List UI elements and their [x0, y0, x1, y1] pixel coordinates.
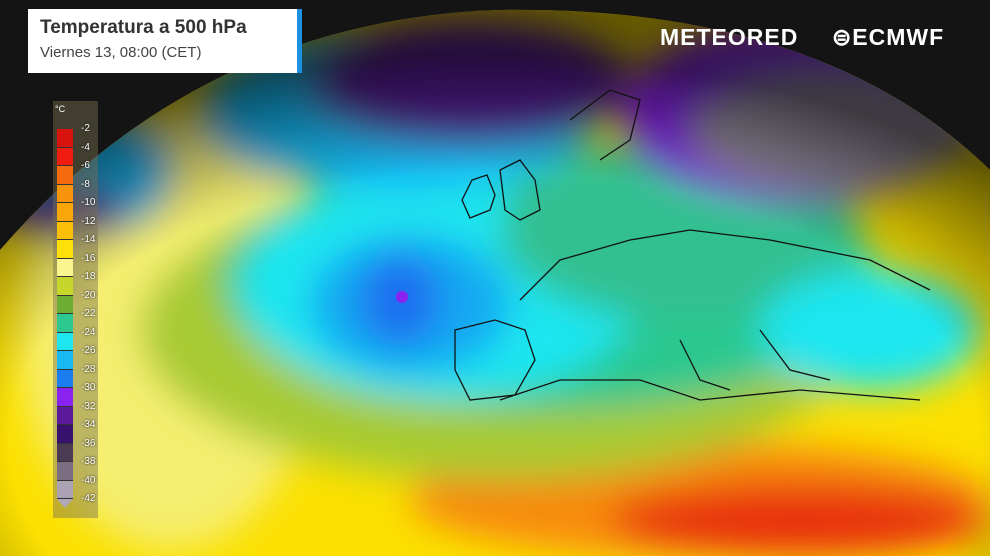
map-title: Temperatura a 500 hPa [40, 17, 247, 38]
title-panel: Temperatura a 500 hPa Viernes 13, 08:00 … [28, 9, 302, 73]
ecmwf-logo: ⊜ECMWF [832, 24, 944, 51]
legend-swatch [57, 388, 73, 407]
legend-label: -20 [81, 289, 96, 301]
ecmwf-logo-text: ECMWF [852, 24, 945, 50]
legend-label: -40 [81, 474, 96, 486]
legend-swatch [57, 369, 73, 388]
legend-label: -32 [81, 400, 96, 412]
legend-swatch [57, 295, 73, 314]
legend-swatch [57, 184, 73, 203]
legend-label: -4 [81, 141, 90, 153]
legend-swatch [57, 129, 73, 148]
legend-swatch [57, 406, 73, 425]
legend-label: -28 [81, 363, 96, 375]
legend-label: -34 [81, 419, 96, 430]
legend-swatch [57, 277, 73, 296]
legend-label: -6 [81, 160, 90, 171]
color-legend: °C -2 -4 -6 -8 -10 -12 -14 -16 -18 -20 -22 -24 -26 -2… [53, 101, 98, 518]
legend-swatch [57, 147, 73, 166]
legend-label: -14 [81, 234, 96, 245]
legend-swatch [57, 203, 73, 222]
legend-label: -36 [81, 437, 96, 449]
legend-label: -10 [81, 197, 96, 208]
legend-label: -2 [81, 123, 90, 134]
legend-swatch [57, 221, 73, 240]
legend-scale [57, 129, 73, 508]
legend-arrow-icon [57, 499, 73, 508]
legend-label: -8 [81, 178, 90, 190]
legend-label: -22 [81, 308, 96, 319]
legend-unit: °C [55, 104, 66, 114]
legend-label: -38 [81, 456, 96, 467]
legend-swatch [57, 351, 73, 370]
legend-swatch [57, 462, 73, 481]
legend-label: -18 [81, 271, 96, 282]
legend-swatch [57, 443, 73, 462]
legend-swatch [57, 332, 73, 351]
legend-label: -26 [81, 345, 96, 356]
legend-swatch [57, 425, 73, 444]
legend-swatch [57, 480, 73, 499]
legend-swatch [57, 240, 73, 259]
legend-label: -30 [81, 382, 96, 393]
meteored-logo: METEORED [660, 24, 799, 50]
legend-label: -42 [81, 493, 96, 504]
legend-swatch [57, 258, 73, 277]
legend-swatch [57, 314, 73, 333]
coastlines [454, 89, 931, 401]
legend-label: -16 [81, 252, 96, 264]
ecmwf-emblem-icon: ⊜ [832, 24, 853, 50]
legend-label: -12 [81, 215, 96, 227]
legend-label: -24 [81, 326, 96, 338]
map-timestamp: Viernes 13, 08:00 (CET) [40, 44, 202, 61]
legend-swatch [57, 166, 73, 185]
